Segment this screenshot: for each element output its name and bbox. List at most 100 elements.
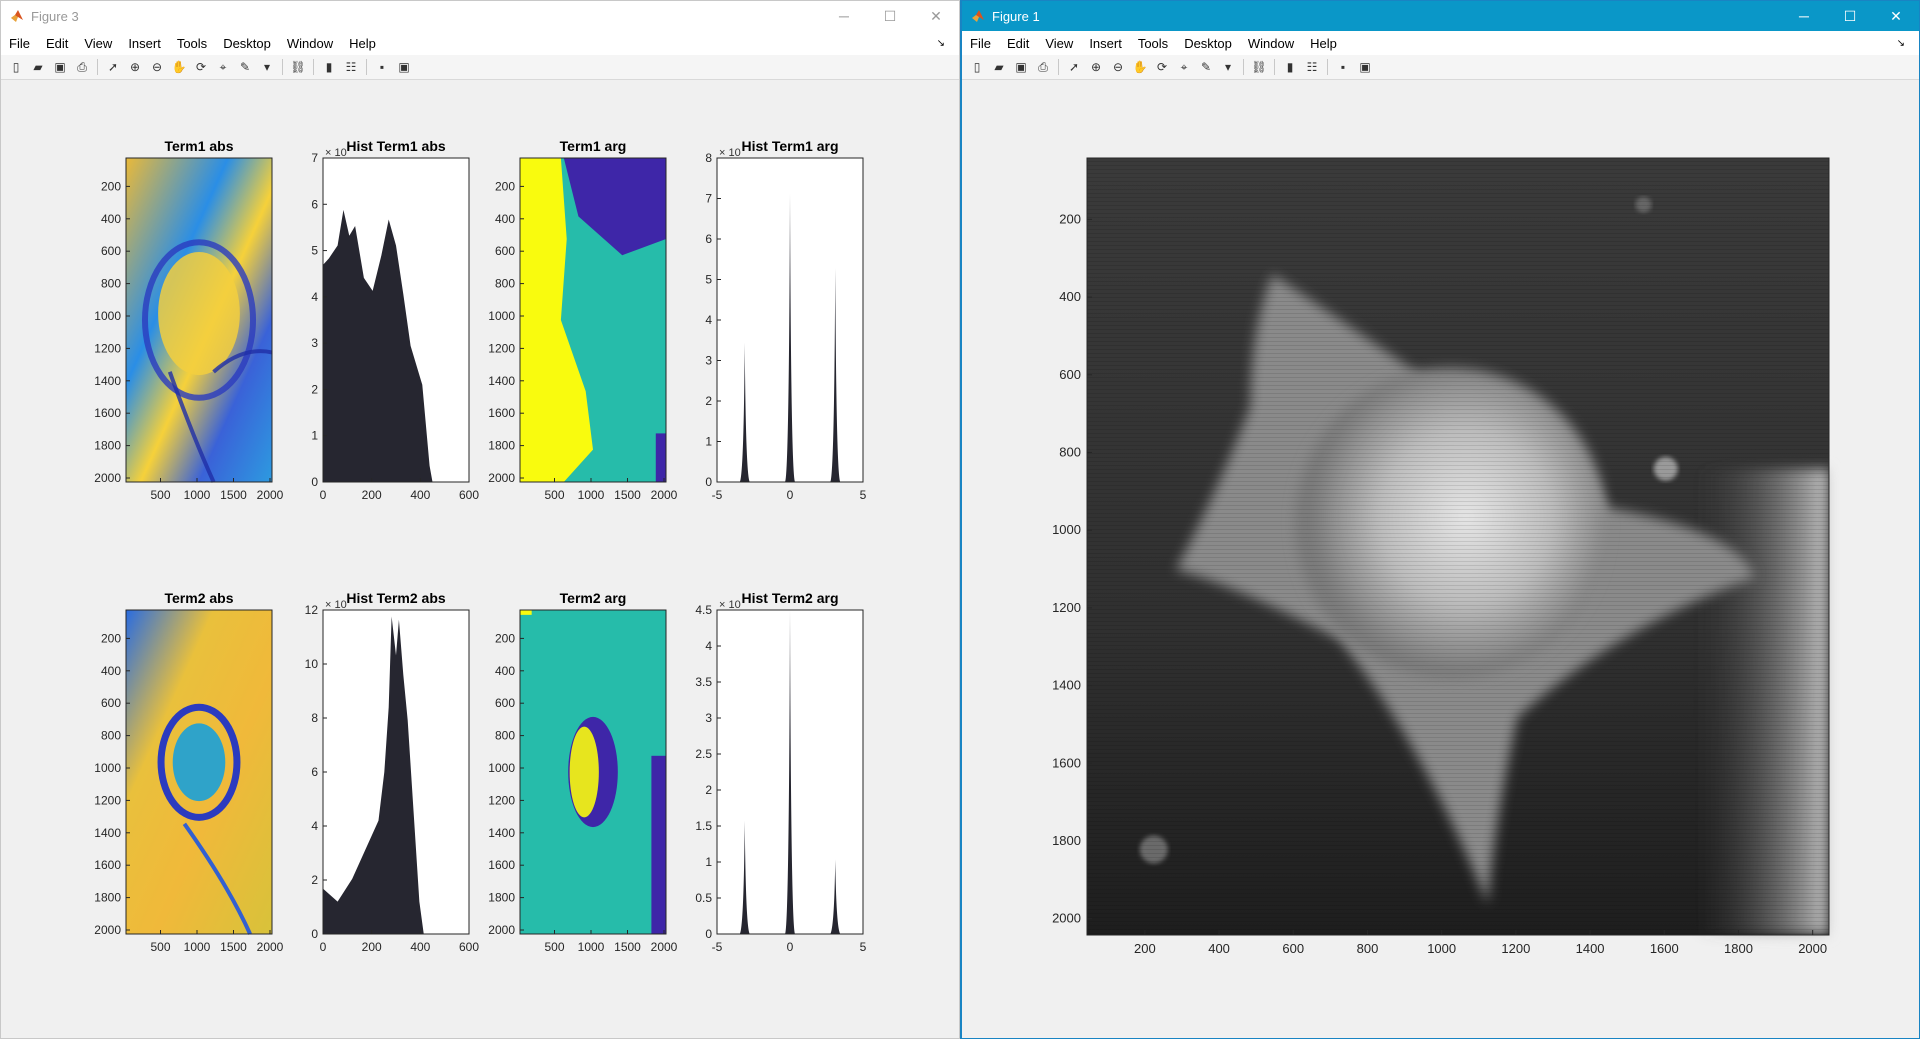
axes-frame <box>125 157 273 483</box>
link-plot-icon[interactable]: ⛓ <box>290 60 306 74</box>
axes-title: Hist Term2 abs <box>346 590 446 606</box>
y-tick-label: 600 <box>101 244 121 258</box>
menu-file[interactable]: File <box>9 35 30 51</box>
hide-plot-tools-icon[interactable]: ▪ <box>379 60 385 74</box>
new-figure-icon[interactable]: ▯ <box>12 60 20 74</box>
histogram-peak <box>739 820 750 934</box>
show-plot-tools-icon[interactable]: ▣ <box>1359 60 1371 74</box>
brush-icon[interactable]: ✎ <box>239 60 251 74</box>
y-tick-label: 1.5 <box>695 819 712 833</box>
y-tick-label: 200 <box>101 631 121 645</box>
legend-icon[interactable]: ☷ <box>1306 60 1318 74</box>
y-tick-label: 1400 <box>1052 678 1081 693</box>
menu-edit[interactable]: Edit <box>1006 35 1030 51</box>
close-button[interactable]: ✕ <box>1890 7 1902 24</box>
dock-icon[interactable]: ↘ <box>936 37 945 49</box>
close-button[interactable]: ✕ <box>930 7 942 24</box>
figure-3-window[interactable]: Figure 3 ─ ☐ ✕ File Edit View Insert Too… <box>0 0 960 1039</box>
menu-file[interactable]: File <box>970 35 991 51</box>
select-arrow-icon[interactable]: ➚ <box>1068 60 1080 74</box>
pan-icon[interactable]: ✋ <box>1132 60 1148 74</box>
print-icon[interactable]: ⎙ <box>77 59 87 74</box>
rotate-3d-icon[interactable]: ⟳ <box>1156 60 1168 74</box>
maximize-button[interactable]: ☐ <box>1843 7 1857 24</box>
hide-plot-tools-icon[interactable]: ▪ <box>1340 60 1346 74</box>
brush-icon[interactable]: ✎ <box>1200 60 1212 74</box>
axes-frame <box>519 157 667 483</box>
menu-view[interactable]: View <box>84 35 113 51</box>
y-tick-label: 800 <box>101 277 121 291</box>
pan-icon[interactable]: ✋ <box>171 60 187 74</box>
purple-region <box>655 433 666 482</box>
x-tick-label: 2000 <box>651 940 678 954</box>
menu-insert[interactable]: Insert <box>1089 35 1122 51</box>
dropdown-arrow-icon[interactable]: ▾ <box>263 60 271 74</box>
print-icon[interactable]: ⎙ <box>1038 59 1048 74</box>
x-tick-label: 500 <box>544 940 564 954</box>
y-tick-label: 1000 <box>488 309 515 323</box>
data-cursor-icon[interactable]: ⌖ <box>1180 59 1188 74</box>
select-arrow-icon[interactable]: ➚ <box>107 60 119 74</box>
maximize-button[interactable]: ☐ <box>883 7 897 24</box>
minimize-button[interactable]: ─ <box>1799 8 1809 24</box>
colorbar-icon[interactable]: ▮ <box>325 60 333 74</box>
menu-desktop[interactable]: Desktop <box>223 35 271 51</box>
open-file-icon[interactable]: ▰ <box>994 60 1004 74</box>
zoom-in-icon[interactable]: ⊕ <box>1090 60 1102 74</box>
menu-help[interactable]: Help <box>349 35 376 51</box>
colorbar-icon[interactable]: ▮ <box>1286 60 1294 74</box>
menu-window[interactable]: Window <box>286 35 334 51</box>
y-tick-label: 400 <box>495 664 515 678</box>
subplot-term1-abs: Term1 abs 200 400 600 800 1000 1200 1400 1600 180… <box>94 138 283 502</box>
menu-window[interactable]: Window <box>1247 35 1295 51</box>
open-file-icon[interactable]: ▰ <box>33 60 43 74</box>
y-tick-label: 4 <box>311 819 318 833</box>
y-tick-label: 200 <box>101 179 121 193</box>
menu-tools[interactable]: Tools <box>1137 35 1169 51</box>
matlab-icon <box>10 9 24 23</box>
save-icon[interactable]: ▣ <box>1015 60 1027 74</box>
y-tick-label: 2 <box>311 382 318 396</box>
subplot-grid: Term1 abs2004006008001000120014001600180… <box>94 138 866 954</box>
nucleus-ring <box>157 703 241 821</box>
link-plot-icon[interactable]: ⛓ <box>1251 60 1267 74</box>
legend-icon[interactable]: ☷ <box>345 60 357 74</box>
zoom-out-icon[interactable]: ⊖ <box>1112 60 1124 74</box>
y-tick-label: 0 <box>311 927 318 941</box>
x-tick-label: 1500 <box>220 940 247 954</box>
y-tick-label: 0.5 <box>695 891 712 905</box>
zoom-out-icon[interactable]: ⊖ <box>151 60 163 74</box>
x-tick-label: 600 <box>459 940 479 954</box>
y-tick-label: 1200 <box>488 793 515 807</box>
new-figure-icon[interactable]: ▯ <box>973 60 981 74</box>
x-tick-label: 1500 <box>614 940 641 954</box>
menu-edit[interactable]: Edit <box>45 35 69 51</box>
exponent-label: × 10 <box>325 147 347 159</box>
dropdown-arrow-icon[interactable]: ▾ <box>1224 60 1232 74</box>
rotate-3d-icon[interactable]: ⟳ <box>195 60 207 74</box>
data-cursor-icon[interactable]: ⌖ <box>219 59 227 74</box>
y-tick-label: 6 <box>311 765 318 779</box>
show-plot-tools-icon[interactable]: ▣ <box>398 60 410 74</box>
save-icon[interactable]: ▣ <box>54 60 66 74</box>
axes-frame <box>519 609 667 935</box>
figure-3-titlebar[interactable]: Figure 3 ─ ☐ ✕ <box>1 1 959 31</box>
menu-help[interactable]: Help <box>1310 35 1337 51</box>
figure-toolbar: ▯ ▰ ▣ ⎙ ➚ ⊕ ⊖ ✋ ⟳ ⌖ ✎ ▾ ⛓ ▮ ☷ ▪ ▣ <box>1 55 959 80</box>
figure-1-titlebar[interactable]: Figure 1 ─ ☐ ✕ <box>962 1 1919 31</box>
y-tick-label: 2000 <box>1052 911 1081 926</box>
figure-1-window[interactable]: Figure 1 ─ ☐ ✕ File Edit View Insert Too… <box>960 0 1920 1039</box>
dock-icon[interactable]: ↘ <box>1896 37 1905 49</box>
subplot-hist-term2-arg: Hist Term2 arg× 10 0 0.5 1 1.5 2 2.5 3 3.5 4 4.5 -5… <box>695 590 866 954</box>
menu-insert[interactable]: Insert <box>128 35 161 51</box>
zoom-in-icon[interactable]: ⊕ <box>129 60 141 74</box>
menu-desktop[interactable]: Desktop <box>1184 35 1232 51</box>
y-tick-label: 400 <box>495 212 515 226</box>
y-tick-label: 600 <box>101 696 121 710</box>
y-tick-label: 6 <box>311 197 318 211</box>
y-tick-label: 600 <box>1059 367 1081 382</box>
menu-tools[interactable]: Tools <box>176 35 208 51</box>
minimize-button[interactable]: ─ <box>839 8 849 24</box>
menu-view[interactable]: View <box>1045 35 1074 51</box>
y-tick-label: 600 <box>495 244 515 258</box>
